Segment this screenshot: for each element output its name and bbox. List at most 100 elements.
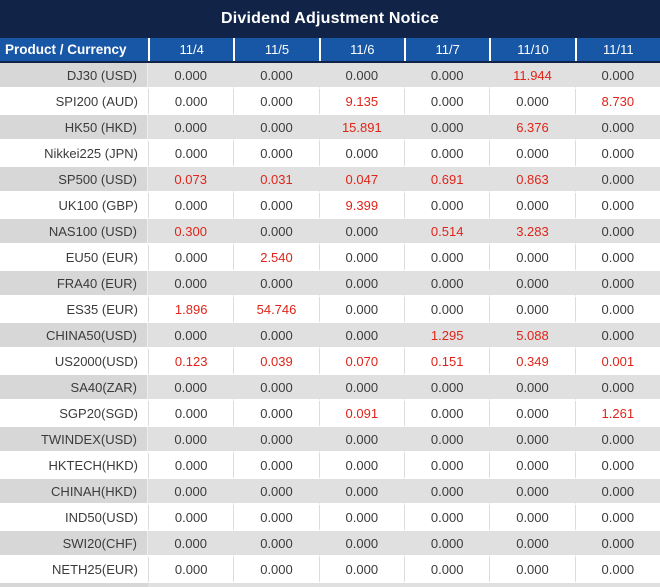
value-cell: 0.000 (148, 63, 234, 89)
table-row: ES35 (EUR) 1.896 54.746 0.000 0.000 0.000 0.00… (0, 297, 660, 323)
value-cell: 0.000 (404, 63, 490, 89)
table-row: NAS100 (USD) 0.300 0.000 0.000 0.514 3.283 0.0… (0, 219, 660, 245)
table-row: UK100 (GBP) 0.000 0.000 9.399 0.000 0.000 0.00… (0, 193, 660, 219)
page-title: Dividend Adjustment Notice (221, 10, 439, 27)
value-cell: 0.000 (148, 141, 234, 167)
table-row: IND50(USD) 0.000 0.000 0.000 0.000 0.000 0.000 (0, 505, 660, 531)
value-cell: 0.000 (148, 115, 234, 141)
product-cell: SA40(ZAR) (0, 375, 148, 401)
product-cell: SP500 (USD) (0, 167, 148, 193)
table-row: EU50 (EUR) 0.000 2.540 0.000 0.000 0.000 0.000 (0, 245, 660, 271)
value-cell: 0.000 (574, 557, 660, 583)
title-bar: Dividend Adjustment Notice (0, 0, 660, 38)
value-cell: 3.283 (489, 219, 575, 245)
value-cell: 0.000 (233, 89, 319, 115)
value-cell: 0.000 (489, 453, 575, 479)
value-cell: 0.000 (404, 401, 490, 427)
value-cell: 0.123 (148, 349, 234, 375)
value-cell: 0.000 (233, 401, 319, 427)
value-cell: 0.000 (489, 479, 575, 505)
value-cell: 1.896 (148, 297, 234, 323)
product-cell: SWI20(CHF) (0, 531, 148, 557)
value-cell: 0.000 (233, 271, 319, 297)
value-cell: 0.000 (318, 479, 404, 505)
value-cell: 5.088 (489, 323, 575, 349)
value-cell: 0.000 (233, 141, 319, 167)
table-row: FRA40 (EUR) 0.000 0.000 0.000 0.000 0.000 0.00… (0, 271, 660, 297)
value-cell: 0.000 (148, 427, 234, 453)
value-cell: 0.000 (148, 531, 234, 557)
product-cell: US2000(USD) (0, 349, 148, 375)
column-header-date-2: 11/5 (233, 38, 318, 61)
value-cell: 0.000 (233, 557, 319, 583)
product-cell: TWINDEX(USD) (0, 427, 148, 453)
table-row: SA40(ZAR) 0.000 0.000 0.000 0.000 0.000 0.000 (0, 375, 660, 401)
value-cell: 0.000 (318, 63, 404, 89)
product-cell: IND50(USD) (0, 505, 148, 531)
value-cell: 0.000 (233, 193, 319, 219)
value-cell: 0.300 (148, 219, 234, 245)
value-cell: 0.000 (318, 245, 404, 271)
value-cell: 0.000 (489, 271, 575, 297)
value-cell: 0.000 (148, 245, 234, 271)
value-cell: 0.000 (404, 505, 490, 531)
value-cell: 0.000 (404, 427, 490, 453)
value-cell: 0.000 (318, 505, 404, 531)
clipped-row-values-cell (148, 583, 660, 587)
product-cell: CHINAH(HKD) (0, 479, 148, 505)
value-cell: 0.000 (148, 323, 234, 349)
value-cell: 0.000 (574, 297, 660, 323)
value-cell: 0.000 (404, 89, 490, 115)
value-cell: 0.000 (318, 427, 404, 453)
value-cell: 0.000 (489, 141, 575, 167)
product-cell: SPI200 (AUD) (0, 89, 148, 115)
value-cell: 0.000 (233, 115, 319, 141)
value-cell: 0.000 (233, 505, 319, 531)
table-row: HK50 (HKD) 0.000 0.000 15.891 0.000 6.376 0.00… (0, 115, 660, 141)
value-cell: 0.091 (318, 401, 404, 427)
value-cell: 0.000 (489, 245, 575, 271)
value-cell: 0.000 (233, 531, 319, 557)
value-cell: 0.000 (148, 453, 234, 479)
column-header-date-6: 11/11 (574, 38, 660, 61)
value-cell: 0.000 (574, 531, 660, 557)
table-row: DJ30 (USD) 0.000 0.000 0.000 0.000 11.944 0.00… (0, 63, 660, 89)
product-cell: HKTECH(HKD) (0, 453, 148, 479)
table-row: CHINA50(USD) 0.000 0.000 0.000 1.295 5.088 0.0… (0, 323, 660, 349)
clipped-row-strip (0, 583, 660, 587)
value-cell: 0.000 (489, 401, 575, 427)
value-cell: 0.863 (489, 167, 575, 193)
value-cell: 0.000 (489, 89, 575, 115)
value-cell: 0.000 (233, 375, 319, 401)
value-cell: 0.000 (404, 245, 490, 271)
value-cell: 11.944 (489, 63, 575, 89)
value-cell: 0.070 (318, 349, 404, 375)
product-cell: ES35 (EUR) (0, 297, 148, 323)
value-cell: 0.000 (233, 219, 319, 245)
column-header-date-5: 11/10 (489, 38, 574, 61)
value-cell: 0.000 (148, 193, 234, 219)
value-cell: 0.000 (148, 557, 234, 583)
product-cell: Nikkei225 (JPN) (0, 141, 148, 167)
column-header-date-1: 11/4 (148, 38, 233, 61)
product-cell: CHINA50(USD) (0, 323, 148, 349)
value-cell: 0.000 (489, 557, 575, 583)
value-cell: 8.730 (574, 89, 660, 115)
value-cell: 0.000 (318, 141, 404, 167)
value-cell: 0.000 (148, 271, 234, 297)
table-row: SPI200 (AUD) 0.000 0.000 9.135 0.000 0.000 8.7… (0, 89, 660, 115)
value-cell: 0.000 (404, 479, 490, 505)
product-cell: NETH25(EUR) (0, 557, 148, 583)
value-cell: 0.000 (489, 375, 575, 401)
value-cell: 0.000 (574, 375, 660, 401)
value-cell: 9.135 (318, 89, 404, 115)
table-header-row: Product / Currency 11/4 11/5 11/6 11/7 1… (0, 38, 660, 63)
table-row: Nikkei225 (JPN) 0.000 0.000 0.000 0.000 0.000… (0, 141, 660, 167)
product-cell: DJ30 (USD) (0, 63, 148, 89)
product-cell: FRA40 (EUR) (0, 271, 148, 297)
value-cell: 0.039 (233, 349, 319, 375)
value-cell: 0.000 (404, 531, 490, 557)
value-cell: 1.261 (574, 401, 660, 427)
value-cell: 0.000 (574, 245, 660, 271)
